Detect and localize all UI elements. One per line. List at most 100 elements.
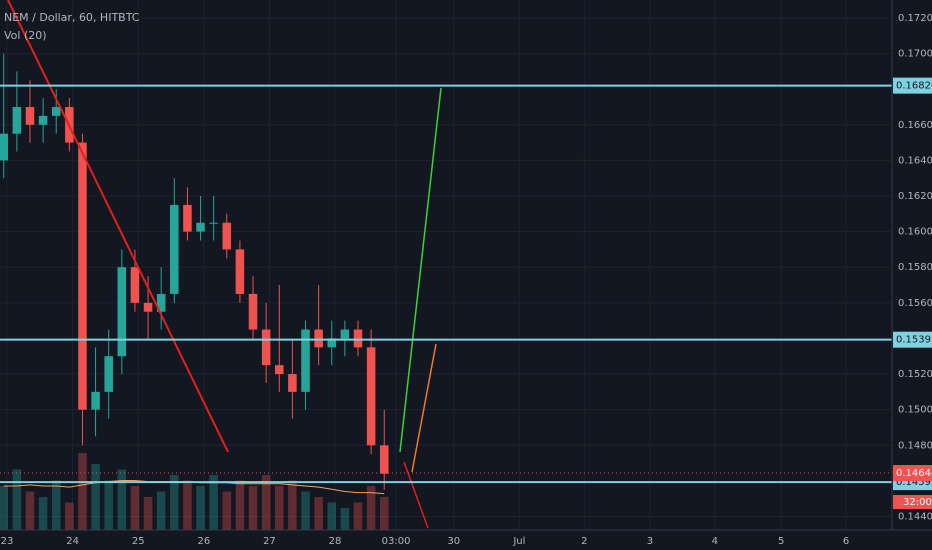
volume-bar bbox=[65, 502, 74, 530]
volume-bar bbox=[353, 502, 363, 530]
candle-body bbox=[117, 267, 127, 357]
candle-body bbox=[327, 338, 337, 348]
countdown-label: 32:00 bbox=[903, 497, 932, 508]
x-tick-label: 24 bbox=[66, 536, 79, 547]
levels bbox=[0, 84, 892, 484]
volume-bar bbox=[327, 502, 337, 530]
volume-bar bbox=[143, 497, 153, 530]
countdown-box bbox=[893, 495, 932, 510]
x-tick-label: 03:00 bbox=[382, 536, 411, 547]
candle-body bbox=[248, 293, 258, 330]
chart-title: NEM / Dollar, 60, HITBTC bbox=[4, 11, 140, 24]
drawings bbox=[7, 0, 442, 529]
level-label-box bbox=[893, 331, 932, 348]
candle-body bbox=[104, 356, 113, 392]
x-tick-label: 28 bbox=[329, 536, 342, 547]
x-tick-label: 5 bbox=[778, 536, 784, 547]
x-tick-label: Jul bbox=[512, 536, 525, 547]
candle-body bbox=[301, 329, 310, 392]
level-label: 0.14593 bbox=[896, 477, 932, 488]
volume-bar bbox=[301, 491, 310, 530]
last-price-label: 0.14644 bbox=[896, 468, 932, 479]
volume-bar bbox=[25, 491, 35, 530]
trend-line bbox=[7, 0, 229, 453]
volume-bar bbox=[51, 480, 61, 530]
volume-bar bbox=[156, 491, 166, 530]
volume-legend: Vol (20) bbox=[4, 29, 47, 42]
x-tick-label: 27 bbox=[263, 536, 276, 547]
projection-line bbox=[411, 343, 437, 473]
candle-body bbox=[209, 222, 218, 224]
candle-body bbox=[340, 329, 350, 339]
volume-bar bbox=[340, 508, 350, 530]
candle-body bbox=[156, 293, 166, 312]
volume-bar bbox=[130, 486, 140, 530]
candle-body bbox=[0, 133, 9, 161]
x-tick-label: 25 bbox=[132, 536, 145, 547]
volume-bar bbox=[170, 475, 179, 530]
x-tick-label: 6 bbox=[843, 536, 849, 547]
volume-bar bbox=[183, 480, 192, 530]
candle-body bbox=[38, 115, 48, 125]
candle-body bbox=[314, 329, 323, 348]
level-label: 0.15393 bbox=[896, 335, 932, 346]
volume-bar bbox=[366, 486, 376, 530]
candle-body bbox=[222, 222, 232, 250]
level-label-box bbox=[893, 77, 932, 94]
volume-bar bbox=[209, 475, 218, 530]
last-price-box bbox=[893, 465, 932, 482]
volume-bar bbox=[78, 453, 87, 530]
volume-bar bbox=[104, 480, 113, 530]
candle-body bbox=[91, 391, 100, 410]
candle-body bbox=[170, 204, 179, 294]
time-axis bbox=[0, 530, 932, 550]
candle-body bbox=[288, 374, 297, 392]
candle-body bbox=[130, 267, 140, 303]
volume-bar bbox=[248, 486, 258, 530]
y-tick-label: 0.14400 bbox=[898, 511, 932, 522]
projection-line bbox=[399, 87, 442, 453]
volume-bar bbox=[38, 497, 48, 530]
x-tick-label: 30 bbox=[447, 536, 460, 547]
candle-body bbox=[51, 106, 61, 116]
candle-body bbox=[143, 302, 153, 312]
volume-bar bbox=[261, 475, 271, 530]
candle-body bbox=[78, 142, 87, 410]
volume-bar bbox=[288, 480, 297, 530]
x-tick-label: 4 bbox=[712, 536, 718, 547]
candle-body bbox=[196, 222, 205, 232]
candle-body bbox=[366, 347, 376, 446]
x-tick-label: 26 bbox=[197, 536, 210, 547]
candle-body bbox=[25, 106, 35, 125]
volume-bar bbox=[196, 486, 205, 530]
x-tick-label: 3 bbox=[647, 536, 653, 547]
candle-body bbox=[353, 329, 363, 348]
volume-bar bbox=[117, 469, 127, 530]
volume-bar bbox=[275, 486, 284, 530]
x-tick-label: 23 bbox=[1, 536, 14, 547]
volume-bar bbox=[91, 464, 100, 530]
candle-body bbox=[235, 249, 245, 294]
candle-body bbox=[275, 365, 284, 375]
volume-bar bbox=[314, 497, 323, 530]
volume-bar bbox=[379, 497, 389, 530]
candle-body bbox=[261, 329, 271, 366]
candle-body bbox=[183, 204, 192, 232]
volume-bar bbox=[235, 480, 245, 530]
volume-bar bbox=[222, 491, 232, 530]
